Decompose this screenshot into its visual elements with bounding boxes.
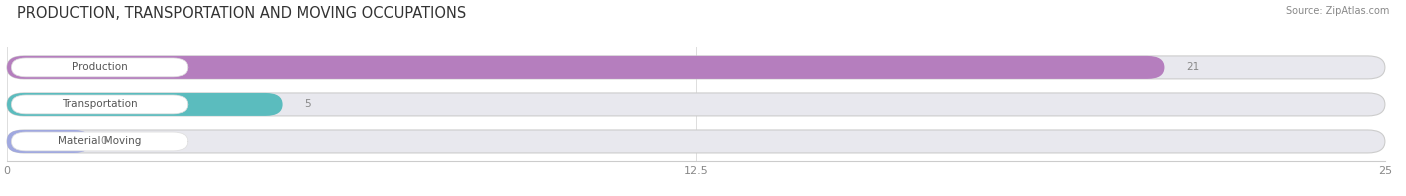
Text: Production: Production: [72, 62, 128, 72]
FancyBboxPatch shape: [7, 130, 1385, 153]
FancyBboxPatch shape: [7, 56, 1385, 79]
Text: PRODUCTION, TRANSPORTATION AND MOVING OCCUPATIONS: PRODUCTION, TRANSPORTATION AND MOVING OC…: [17, 6, 467, 21]
Text: Transportation: Transportation: [62, 99, 138, 109]
Text: 21: 21: [1187, 62, 1199, 72]
Text: Source: ZipAtlas.com: Source: ZipAtlas.com: [1285, 6, 1389, 16]
Text: Material Moving: Material Moving: [58, 136, 142, 146]
Text: 5: 5: [305, 99, 311, 109]
FancyBboxPatch shape: [11, 95, 188, 114]
FancyBboxPatch shape: [11, 132, 188, 151]
FancyBboxPatch shape: [7, 56, 1164, 79]
FancyBboxPatch shape: [7, 130, 90, 153]
FancyBboxPatch shape: [7, 93, 283, 116]
Text: 0: 0: [101, 136, 107, 146]
FancyBboxPatch shape: [11, 58, 188, 77]
FancyBboxPatch shape: [7, 93, 1385, 116]
